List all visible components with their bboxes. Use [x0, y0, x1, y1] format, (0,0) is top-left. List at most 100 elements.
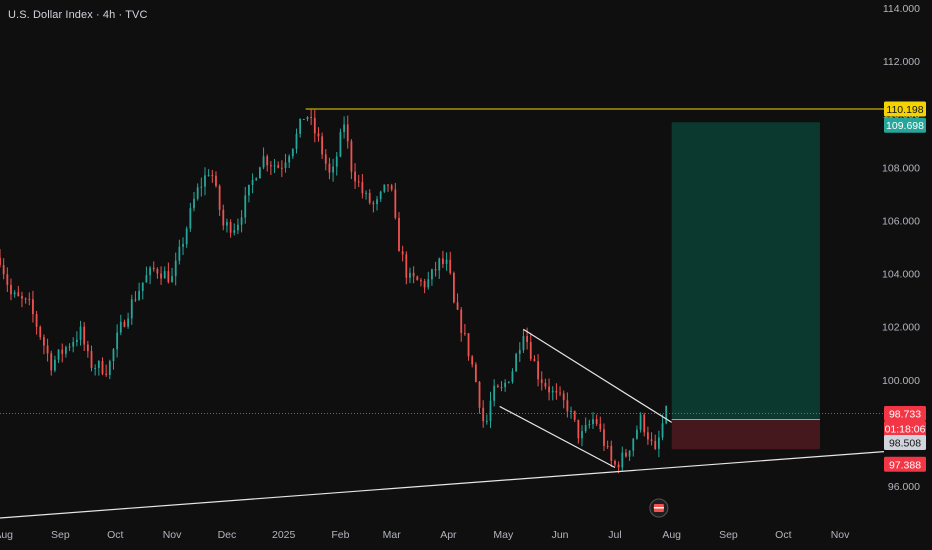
candle-body — [160, 273, 162, 279]
candle-body — [592, 419, 594, 425]
stop-price-tag[interactable] — [884, 456, 926, 472]
candle-body — [350, 141, 353, 172]
candle-body — [156, 269, 159, 274]
resistance-price-tag[interactable] — [884, 101, 926, 117]
candle-body — [32, 299, 34, 315]
candle-body — [606, 445, 609, 447]
candle-body — [167, 271, 170, 283]
candle-body — [577, 419, 580, 439]
candle-body — [383, 184, 386, 192]
candle-body — [302, 118, 305, 120]
candle-body — [127, 318, 130, 327]
candle-body — [584, 424, 587, 432]
stop-price-label: 97.388 — [889, 459, 921, 471]
candle-body — [544, 382, 547, 387]
candle-body — [551, 390, 554, 393]
y-tick-label: 96.000 — [888, 481, 920, 493]
candle-body — [222, 209, 225, 226]
candle-body — [306, 117, 309, 120]
candle-body — [632, 438, 635, 451]
candle-body — [218, 185, 221, 210]
candle-body — [50, 353, 53, 371]
candle-body — [72, 342, 75, 347]
x-tick-label: Mar — [383, 529, 402, 541]
ascending-trendline[interactable] — [0, 450, 885, 519]
candle-body — [17, 292, 20, 297]
candle-body — [2, 264, 5, 275]
candle-body — [357, 181, 360, 183]
candle-body — [445, 259, 448, 265]
candle-body — [233, 230, 236, 233]
candle-body — [522, 336, 525, 350]
candle-body — [368, 192, 371, 203]
candle-body — [97, 361, 100, 368]
candle-body — [376, 199, 378, 205]
candle-body — [573, 410, 576, 420]
candle-body — [215, 175, 217, 186]
candle-body — [328, 163, 331, 173]
candle-body — [515, 353, 518, 372]
candle-body — [599, 423, 602, 430]
candle-body — [273, 165, 276, 167]
candle-body — [266, 156, 269, 166]
candle-body — [438, 258, 441, 271]
candle-body — [310, 117, 313, 119]
candle-body — [46, 345, 49, 354]
candle-body — [182, 244, 184, 247]
candle-body — [559, 392, 561, 394]
candle-body — [86, 344, 89, 352]
x-tick-label: Aug — [662, 529, 681, 541]
candle-body — [387, 184, 389, 186]
candle-body — [189, 208, 192, 229]
channel-lower-line[interactable] — [499, 405, 616, 469]
candle-body — [123, 321, 126, 327]
candle-body — [361, 182, 364, 194]
candle-body — [595, 419, 598, 424]
candle-body — [372, 202, 375, 205]
candle-body — [665, 405, 668, 424]
candle-body — [105, 373, 108, 375]
candle-body — [313, 117, 316, 134]
last-price-tag[interactable] — [884, 406, 926, 422]
x-tick-label: Oct — [775, 529, 791, 541]
candle-body — [163, 271, 166, 279]
candle-body — [64, 347, 67, 354]
symbol-title[interactable]: U.S. Dollar Index · 4h · TVC — [8, 9, 148, 21]
candle-body — [398, 217, 400, 252]
candle-body — [617, 464, 620, 468]
candle-body — [394, 189, 397, 218]
x-tick-label: May — [493, 529, 514, 541]
candle-body — [493, 385, 496, 401]
candle-body — [460, 309, 463, 333]
candle-body — [431, 269, 433, 280]
stop-zone[interactable] — [671, 419, 820, 450]
target-price-label: 109.698 — [886, 120, 924, 132]
candle-body — [277, 165, 280, 168]
countdown-price-tag[interactable] — [884, 421, 926, 437]
candle-body — [248, 184, 250, 196]
target-price-tag[interactable] — [884, 117, 926, 133]
countdown-price-label: 01:18:06 — [885, 424, 926, 436]
candle-body — [68, 346, 71, 348]
candle-body — [471, 356, 474, 365]
candle-body — [478, 381, 481, 408]
entry-price-tag[interactable] — [884, 435, 926, 451]
x-tick-label: Aug — [0, 529, 13, 541]
x-tick-label: Nov — [163, 529, 182, 541]
candle-body — [57, 349, 60, 360]
candle-body — [354, 171, 356, 182]
candle-body — [566, 400, 569, 412]
candle-body — [639, 414, 642, 430]
candle-body — [94, 367, 97, 369]
candle-body — [101, 361, 104, 374]
x-tick-label: Sep — [51, 529, 70, 541]
channel-upper-line[interactable] — [523, 328, 673, 423]
candle-body — [280, 167, 283, 169]
candle-body — [75, 339, 78, 343]
candle-body — [650, 439, 653, 441]
target-zone[interactable] — [671, 122, 820, 420]
candle-body — [255, 178, 258, 181]
candle-body — [21, 296, 23, 299]
candle-body — [6, 274, 9, 285]
